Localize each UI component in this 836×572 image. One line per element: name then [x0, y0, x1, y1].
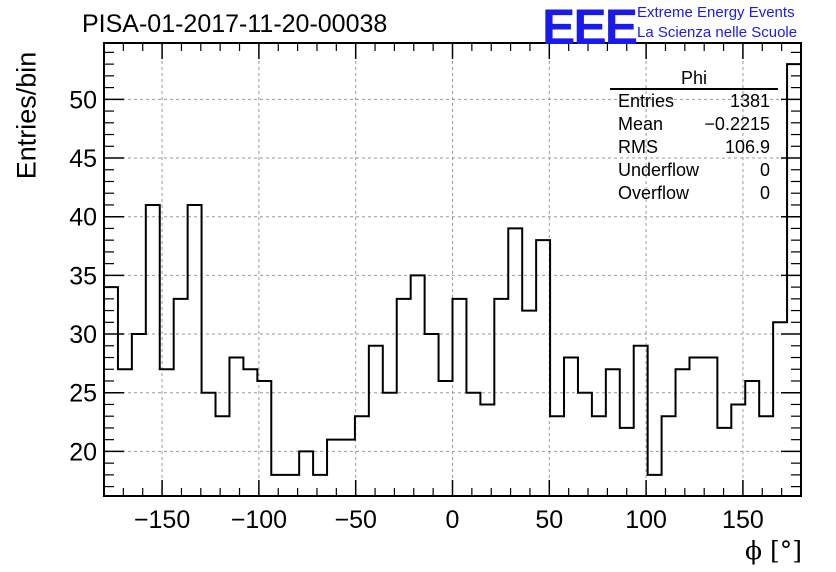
stats-label: Overflow: [618, 183, 690, 203]
y-tick-label: 20: [69, 438, 97, 466]
x-tick-label: −50: [334, 506, 376, 534]
stats-row-entries: Entries 1381: [610, 90, 778, 113]
stats-label: Mean: [618, 114, 664, 134]
stats-value: −0.2215: [704, 114, 770, 134]
eee-logo: EEE: [542, 0, 638, 55]
stats-box: Phi Entries 1381 Mean −0.2215 RMS 106.9 …: [610, 68, 778, 205]
y-tick-label: 50: [69, 86, 97, 114]
y-tick-label: 45: [69, 145, 97, 173]
x-tick-label: 150: [722, 506, 764, 534]
axis-ticks: [104, 43, 801, 496]
stats-value: 0: [759, 160, 770, 180]
stats-value: 1381: [729, 91, 770, 111]
stats-label: Underflow: [618, 160, 700, 180]
stats-row-mean: Mean −0.2215: [610, 113, 778, 136]
stats-label: RMS: [618, 137, 658, 157]
y-tick-label: 25: [69, 380, 97, 408]
tick-labels: −150 −100 −50 0 50 100 150 20 25 30 35 40 45 50: [69, 86, 764, 534]
histogram-series: [103, 63, 801, 496]
y-tick-label: 35: [69, 262, 97, 290]
logo-line-1: Extreme Energy Events: [637, 4, 795, 21]
stats-title: Phi: [610, 68, 778, 90]
stats-row-overflow: Overflow 0: [610, 182, 778, 205]
x-axis-label: ϕ [°]: [745, 536, 802, 565]
y-tick-label: 30: [69, 321, 97, 349]
stats-row-underflow: Underflow 0: [610, 159, 778, 182]
x-tick-label: 0: [446, 506, 460, 534]
x-tick-label: −150: [134, 506, 190, 534]
plot-title: PISA-01-2017-11-20-00038: [82, 10, 388, 38]
stats-value: 106.9: [724, 137, 770, 157]
stats-value: 0: [759, 183, 770, 203]
logo-line-2: La Scienza nelle Scuole: [637, 24, 798, 41]
x-tick-label: −100: [231, 506, 287, 534]
y-axis-label: Entries/bin: [11, 51, 42, 180]
x-tick-label: 50: [535, 506, 563, 534]
stats-label: Entries: [618, 91, 675, 111]
y-tick-label: 40: [69, 204, 97, 232]
stats-row-rms: RMS 106.9: [610, 136, 778, 159]
x-tick-label: 100: [625, 506, 667, 534]
